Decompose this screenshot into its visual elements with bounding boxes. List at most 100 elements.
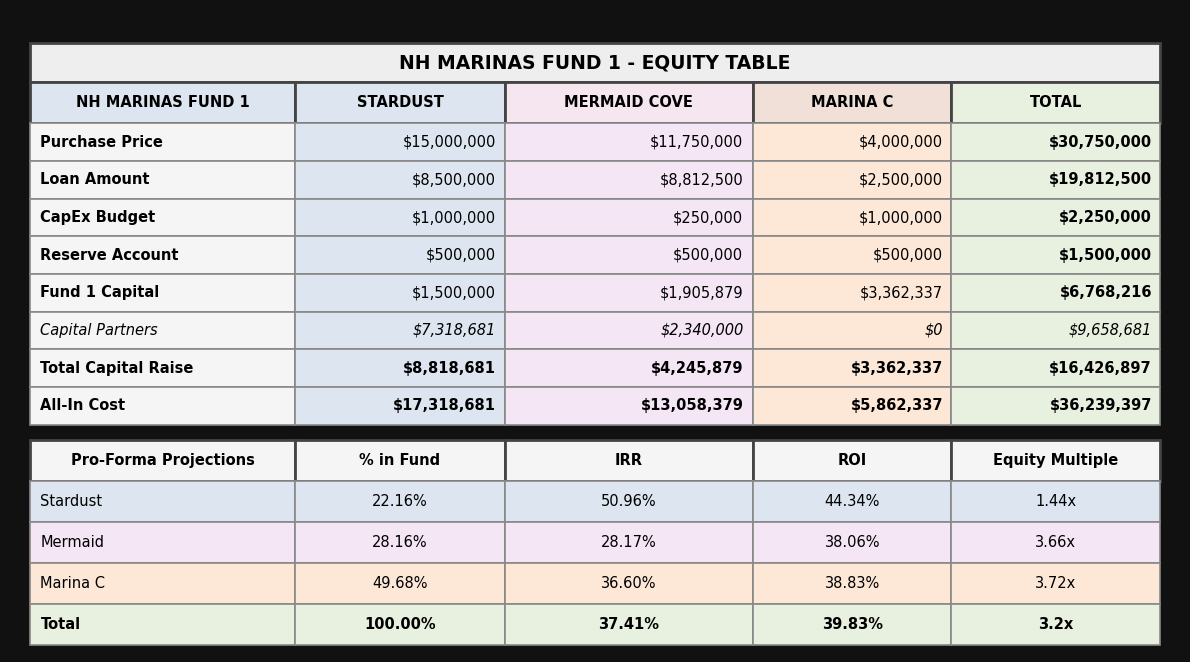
- Bar: [951, 563, 1160, 604]
- Text: $500,000: $500,000: [426, 248, 496, 263]
- Bar: [295, 522, 505, 563]
- Text: $1,500,000: $1,500,000: [1059, 248, 1152, 263]
- Bar: [295, 123, 505, 161]
- Text: All-In Cost: All-In Cost: [40, 399, 125, 413]
- Bar: [951, 387, 1160, 424]
- Text: Fund 1 Capital: Fund 1 Capital: [40, 285, 159, 301]
- Text: $6,768,216: $6,768,216: [1059, 285, 1152, 301]
- Text: $2,250,000: $2,250,000: [1059, 210, 1152, 225]
- Bar: [295, 440, 505, 481]
- Bar: [753, 350, 951, 387]
- Bar: [30, 274, 295, 312]
- Text: % in Fund: % in Fund: [359, 453, 440, 468]
- Text: MARINA C: MARINA C: [812, 95, 894, 111]
- Text: 38.83%: 38.83%: [825, 577, 879, 591]
- Text: $13,058,379: $13,058,379: [640, 399, 744, 413]
- Bar: [295, 236, 505, 274]
- Text: $5,862,337: $5,862,337: [851, 399, 944, 413]
- Bar: [30, 82, 295, 123]
- Text: CapEx Budget: CapEx Budget: [40, 210, 156, 225]
- Bar: [30, 43, 1160, 82]
- Bar: [30, 161, 295, 199]
- Text: Mermaid: Mermaid: [40, 536, 105, 550]
- Text: STARDUST: STARDUST: [357, 95, 444, 111]
- Bar: [30, 123, 295, 161]
- Text: 39.83%: 39.83%: [821, 618, 883, 632]
- Text: $30,750,000: $30,750,000: [1048, 134, 1152, 150]
- Bar: [295, 274, 505, 312]
- Text: $4,245,879: $4,245,879: [651, 361, 744, 375]
- Bar: [30, 387, 295, 424]
- Bar: [753, 161, 951, 199]
- Text: $8,500,000: $8,500,000: [412, 172, 496, 187]
- Bar: [951, 440, 1160, 481]
- Bar: [295, 312, 505, 350]
- Text: 50.96%: 50.96%: [601, 495, 657, 509]
- Text: 28.17%: 28.17%: [601, 536, 657, 550]
- Bar: [951, 123, 1160, 161]
- Text: $2,500,000: $2,500,000: [859, 172, 944, 187]
- Text: NH MARINAS FUND 1 - EQUITY TABLE: NH MARINAS FUND 1 - EQUITY TABLE: [400, 53, 790, 72]
- Text: $3,362,337: $3,362,337: [860, 285, 944, 301]
- Text: $250,000: $250,000: [674, 210, 744, 225]
- Text: Stardust: Stardust: [40, 495, 102, 509]
- Text: 28.16%: 28.16%: [372, 536, 427, 550]
- Bar: [951, 350, 1160, 387]
- Bar: [295, 563, 505, 604]
- Bar: [753, 274, 951, 312]
- Text: NH MARINAS FUND 1: NH MARINAS FUND 1: [76, 95, 250, 111]
- Text: $19,812,500: $19,812,500: [1048, 172, 1152, 187]
- Bar: [30, 236, 295, 274]
- Bar: [295, 82, 505, 123]
- Text: 22.16%: 22.16%: [372, 495, 428, 509]
- Bar: [505, 199, 753, 236]
- Bar: [505, 274, 753, 312]
- Bar: [951, 161, 1160, 199]
- Bar: [753, 82, 951, 123]
- Bar: [951, 604, 1160, 645]
- Text: MERMAID COVE: MERMAID COVE: [564, 95, 694, 111]
- Text: $15,000,000: $15,000,000: [403, 134, 496, 150]
- Text: Loan Amount: Loan Amount: [40, 172, 150, 187]
- Text: Pro-Forma Projections: Pro-Forma Projections: [70, 453, 255, 468]
- Bar: [951, 481, 1160, 522]
- Bar: [753, 199, 951, 236]
- Text: TOTAL: TOTAL: [1029, 95, 1082, 111]
- Text: ROI: ROI: [838, 453, 866, 468]
- Text: Total Capital Raise: Total Capital Raise: [40, 361, 194, 375]
- Text: $8,818,681: $8,818,681: [403, 361, 496, 375]
- Bar: [505, 604, 753, 645]
- Bar: [753, 522, 951, 563]
- Text: 49.68%: 49.68%: [372, 577, 427, 591]
- Bar: [30, 481, 295, 522]
- Bar: [505, 563, 753, 604]
- Text: Reserve Account: Reserve Account: [40, 248, 178, 263]
- Bar: [753, 481, 951, 522]
- Text: $9,658,681: $9,658,681: [1069, 323, 1152, 338]
- Bar: [505, 312, 753, 350]
- Bar: [30, 563, 295, 604]
- Bar: [951, 312, 1160, 350]
- Bar: [295, 161, 505, 199]
- Text: $1,500,000: $1,500,000: [412, 285, 496, 301]
- Bar: [505, 387, 753, 424]
- Bar: [295, 199, 505, 236]
- Text: $17,318,681: $17,318,681: [393, 399, 496, 413]
- Bar: [505, 481, 753, 522]
- Text: $500,000: $500,000: [674, 248, 744, 263]
- Bar: [951, 236, 1160, 274]
- Bar: [951, 274, 1160, 312]
- Bar: [505, 522, 753, 563]
- Bar: [753, 563, 951, 604]
- Text: $2,340,000: $2,340,000: [660, 323, 744, 338]
- Text: 3.66x: 3.66x: [1035, 536, 1076, 550]
- Bar: [951, 522, 1160, 563]
- Text: $36,239,397: $36,239,397: [1050, 399, 1152, 413]
- Text: $4,000,000: $4,000,000: [859, 134, 944, 150]
- Bar: [753, 236, 951, 274]
- Bar: [753, 123, 951, 161]
- Bar: [295, 387, 505, 424]
- Text: $500,000: $500,000: [873, 248, 944, 263]
- Text: $1,000,000: $1,000,000: [859, 210, 944, 225]
- Bar: [30, 604, 295, 645]
